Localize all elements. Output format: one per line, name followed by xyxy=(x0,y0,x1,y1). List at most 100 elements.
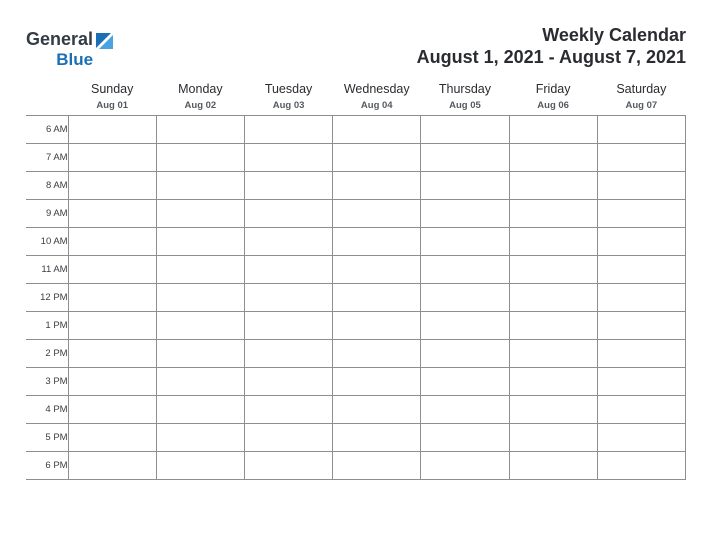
calendar-slot[interactable] xyxy=(156,284,244,312)
calendar-slot[interactable] xyxy=(597,424,685,452)
calendar-slot[interactable] xyxy=(333,116,421,144)
calendar-slot[interactable] xyxy=(421,228,509,256)
calendar-slot[interactable] xyxy=(68,396,156,424)
calendar-slot[interactable] xyxy=(68,228,156,256)
calendar-slot[interactable] xyxy=(156,228,244,256)
calendar-slot[interactable] xyxy=(509,284,597,312)
hour-row: 9 AM xyxy=(26,200,686,228)
calendar-slot[interactable] xyxy=(333,200,421,228)
calendar-slot[interactable] xyxy=(421,256,509,284)
calendar-slot[interactable] xyxy=(421,172,509,200)
calendar-slot[interactable] xyxy=(509,340,597,368)
calendar-slot[interactable] xyxy=(68,284,156,312)
calendar-slot[interactable] xyxy=(68,116,156,144)
calendar-slot[interactable] xyxy=(509,228,597,256)
calendar-slot[interactable] xyxy=(244,312,332,340)
calendar-slot[interactable] xyxy=(597,396,685,424)
calendar-slot[interactable] xyxy=(68,452,156,480)
calendar-slot[interactable] xyxy=(509,256,597,284)
calendar-slot[interactable] xyxy=(597,368,685,396)
calendar-slot[interactable] xyxy=(509,396,597,424)
calendar-slot[interactable] xyxy=(597,116,685,144)
calendar-slot[interactable] xyxy=(156,200,244,228)
calendar-slot[interactable] xyxy=(421,284,509,312)
calendar-slot[interactable] xyxy=(244,284,332,312)
calendar-slot[interactable] xyxy=(244,200,332,228)
calendar-slot[interactable] xyxy=(244,116,332,144)
calendar-slot[interactable] xyxy=(333,284,421,312)
calendar-slot[interactable] xyxy=(509,452,597,480)
calendar-slot[interactable] xyxy=(68,368,156,396)
calendar-slot[interactable] xyxy=(244,368,332,396)
calendar-slot[interactable] xyxy=(68,172,156,200)
calendar-slot[interactable] xyxy=(156,396,244,424)
calendar-slot[interactable] xyxy=(244,424,332,452)
calendar-slot[interactable] xyxy=(333,144,421,172)
calendar-slot[interactable] xyxy=(333,172,421,200)
calendar-slot[interactable] xyxy=(421,396,509,424)
calendar-slot[interactable] xyxy=(156,368,244,396)
calendar-slot[interactable] xyxy=(421,368,509,396)
calendar-slot[interactable] xyxy=(509,144,597,172)
calendar-slot[interactable] xyxy=(597,452,685,480)
calendar-slot[interactable] xyxy=(156,144,244,172)
calendar-slot[interactable] xyxy=(333,452,421,480)
calendar-slot[interactable] xyxy=(68,200,156,228)
calendar-slot[interactable] xyxy=(333,368,421,396)
calendar-slot[interactable] xyxy=(244,396,332,424)
calendar-slot[interactable] xyxy=(421,340,509,368)
time-label: 8 AM xyxy=(26,172,68,200)
calendar-slot[interactable] xyxy=(244,172,332,200)
calendar-slot[interactable] xyxy=(421,424,509,452)
calendar-slot[interactable] xyxy=(597,340,685,368)
calendar-slot[interactable] xyxy=(244,256,332,284)
day-name: Saturday xyxy=(597,82,685,96)
calendar-slot[interactable] xyxy=(509,368,597,396)
time-label: 6 AM xyxy=(26,116,68,144)
calendar-slot[interactable] xyxy=(597,200,685,228)
calendar-slot[interactable] xyxy=(68,424,156,452)
calendar-slot[interactable] xyxy=(597,144,685,172)
calendar-slot[interactable] xyxy=(68,144,156,172)
calendar-slot[interactable] xyxy=(244,452,332,480)
calendar-slot[interactable] xyxy=(597,228,685,256)
calendar-slot[interactable] xyxy=(421,200,509,228)
calendar-slot[interactable] xyxy=(421,116,509,144)
calendar-slot[interactable] xyxy=(597,312,685,340)
calendar-slot[interactable] xyxy=(244,340,332,368)
calendar-slot[interactable] xyxy=(333,396,421,424)
calendar-slot[interactable] xyxy=(333,312,421,340)
day-name: Thursday xyxy=(421,82,509,96)
calendar-slot[interactable] xyxy=(156,256,244,284)
calendar-slot[interactable] xyxy=(509,312,597,340)
calendar-slot[interactable] xyxy=(421,452,509,480)
calendar-slot[interactable] xyxy=(509,200,597,228)
calendar-slot[interactable] xyxy=(68,312,156,340)
calendar-slot[interactable] xyxy=(68,256,156,284)
time-label: 9 AM xyxy=(26,200,68,228)
calendar-slot[interactable] xyxy=(333,340,421,368)
calendar-slot[interactable] xyxy=(156,424,244,452)
hour-row: 8 AM xyxy=(26,172,686,200)
calendar-slot[interactable] xyxy=(244,228,332,256)
calendar-slot[interactable] xyxy=(156,172,244,200)
calendar-slot[interactable] xyxy=(333,424,421,452)
calendar-slot[interactable] xyxy=(509,424,597,452)
calendar-slot[interactable] xyxy=(333,256,421,284)
calendar-slot[interactable] xyxy=(156,452,244,480)
calendar-slot[interactable] xyxy=(597,284,685,312)
calendar-slot[interactable] xyxy=(597,256,685,284)
calendar-slot[interactable] xyxy=(421,312,509,340)
calendar-slot[interactable] xyxy=(244,144,332,172)
calendar-slot[interactable] xyxy=(509,116,597,144)
calendar-slot[interactable] xyxy=(68,340,156,368)
calendar-slot[interactable] xyxy=(156,116,244,144)
calendar-slot[interactable] xyxy=(156,340,244,368)
logo-word-blue: Blue xyxy=(26,51,93,68)
calendar-slot[interactable] xyxy=(597,172,685,200)
calendar-slot[interactable] xyxy=(509,172,597,200)
day-header: Wednesday Aug 04 xyxy=(333,82,421,116)
calendar-slot[interactable] xyxy=(421,144,509,172)
calendar-slot[interactable] xyxy=(156,312,244,340)
calendar-slot[interactable] xyxy=(333,228,421,256)
